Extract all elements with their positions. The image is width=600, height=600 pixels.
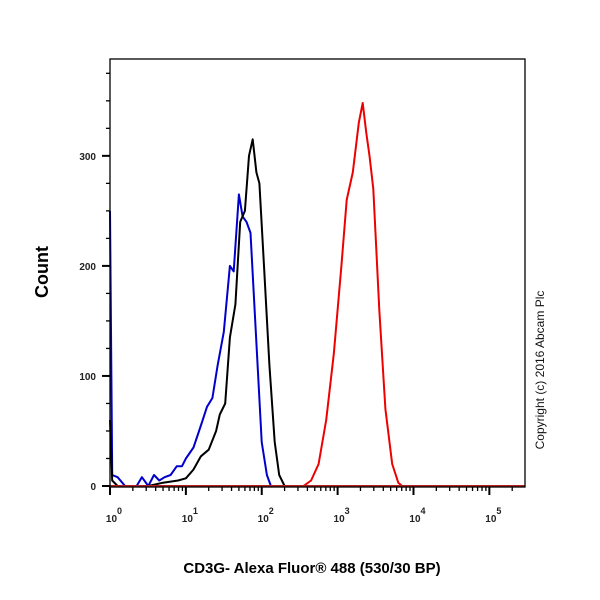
x-tick-label: 100 [106,506,122,525]
x-tick-label: 105 [485,506,501,525]
y-tick-label: 0 [90,482,96,493]
x-tick-label: 101 [182,506,198,525]
histogram-series-0 [109,193,525,487]
tick-labels: 0 100 200 300 100 101 102 103 104 105 [79,152,501,525]
plot-frame [109,58,526,488]
x-tick-label: 102 [258,506,274,525]
histogram-series-1 [109,138,525,487]
axis-ticks [102,72,513,495]
x-axis-title: CD3G- Alexa Fluor® 488 (530/30 BP) [183,560,440,577]
copyright-annotation: Copyright (c) 2016 Abcam Plc [533,291,547,450]
x-tick-label: 104 [409,506,425,525]
y-tick-label: 300 [79,152,96,163]
histogram-series-2 [110,102,525,487]
y-tick-label: 200 [79,262,96,273]
histogram-curves [109,102,525,487]
x-tick-label: 103 [334,506,350,525]
y-axis-title: Count [32,246,52,298]
y-tick-label: 100 [79,372,96,383]
